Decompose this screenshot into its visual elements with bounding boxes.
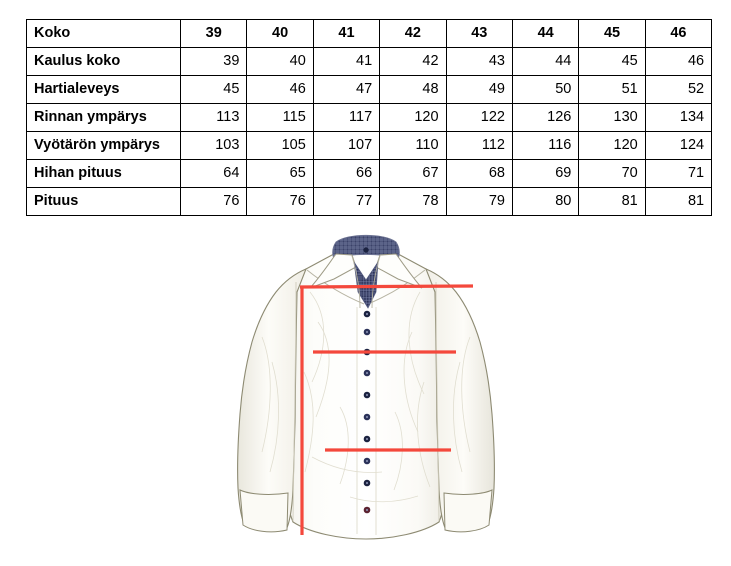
table-header-row: Koko 39 40 41 42 43 44 45 46: [26, 19, 713, 48]
table-cell: 78: [379, 187, 447, 216]
column-header-size: 45: [578, 19, 646, 48]
table-cell: 76: [246, 187, 314, 216]
collar-button: [363, 247, 369, 253]
table-cell: 113: [179, 103, 248, 132]
measurement-guides: [299, 284, 474, 535]
column-header-size: 46: [644, 19, 713, 48]
shirt-body: [237, 243, 495, 540]
table-cell: 77: [312, 187, 381, 216]
row-label: Hartialeveys: [26, 75, 181, 104]
table-cell: 120: [578, 131, 646, 160]
table-cell: 66: [312, 159, 381, 188]
table-cell: 39: [179, 47, 248, 76]
table-cell: 67: [379, 159, 447, 188]
collar-blade-left: [309, 253, 357, 289]
table-cell: 81: [578, 187, 646, 216]
armhole-seam-left: [292, 281, 297, 522]
table-cell: 48: [379, 75, 447, 104]
table-cell: 64: [179, 159, 248, 188]
table-corner-label: Koko: [26, 19, 181, 48]
table-row: Rinnan ympärys 113 115 117 120 122 126 1…: [26, 103, 713, 132]
table-cell: 71: [644, 159, 713, 188]
table-cell: 43: [445, 47, 513, 76]
column-header-size: 43: [445, 19, 513, 48]
table-cell: 46: [246, 75, 314, 104]
size-table: Koko 39 40 41 42 43 44 45 46 Kaulus koko…: [26, 19, 713, 216]
table-cell: 124: [644, 131, 713, 160]
table-cell: 115: [246, 103, 314, 132]
row-label: Pituus: [26, 187, 181, 216]
table-cell: 105: [246, 131, 314, 160]
table-cell: 50: [511, 75, 580, 104]
table-cell: 80: [511, 187, 580, 216]
collar-fold-right: [371, 255, 381, 309]
column-header-size: 42: [379, 19, 447, 48]
table-row: Hartialeveys 45 46 47 48 49 50 51 52: [26, 75, 713, 104]
collar-blade-right: [375, 253, 423, 289]
table-cell: 79: [445, 187, 513, 216]
row-label: Rinnan ympärys: [26, 103, 181, 132]
size-chart: Koko 39 40 41 42 43 44 45 46 Kaulus koko…: [26, 19, 713, 216]
table-cell: 130: [578, 103, 646, 132]
table-cell: 120: [379, 103, 447, 132]
shirt-cuff-left: [239, 489, 289, 533]
row-label: Hihan pituus: [26, 159, 181, 188]
armhole-seam-right: [435, 281, 440, 522]
table-cell: 126: [511, 103, 580, 132]
shirt-measurement-diagram: [0, 222, 731, 566]
table-cell: 68: [445, 159, 513, 188]
shirt-collar: [309, 234, 423, 309]
table-row: Vyötärön ympärys 103 105 107 110 112 116…: [26, 131, 713, 160]
table-cell: 65: [246, 159, 314, 188]
table-cell: 112: [445, 131, 513, 160]
table-cell: 41: [312, 47, 381, 76]
table-cell: 49: [445, 75, 513, 104]
shirt-cuff-right: [443, 489, 493, 533]
row-label: Vyötärön ympärys: [26, 131, 181, 160]
column-header-size: 40: [246, 19, 314, 48]
table-cell: 42: [379, 47, 447, 76]
table-cell: 103: [179, 131, 248, 160]
table-cell: 107: [312, 131, 381, 160]
shoulder-width-line: [299, 284, 474, 289]
table-cell: 117: [312, 103, 381, 132]
table-cell: 46: [644, 47, 713, 76]
button-placket: [356, 307, 377, 535]
table-row: Kaulus koko 39 40 41 42 43 44 45 46: [26, 47, 713, 76]
table-cell: 122: [445, 103, 513, 132]
table-cell: 45: [578, 47, 646, 76]
table-cell: 40: [246, 47, 314, 76]
table-cell: 45: [179, 75, 248, 104]
table-cell: 70: [578, 159, 646, 188]
table-cell: 110: [379, 131, 447, 160]
table-cell: 51: [578, 75, 646, 104]
table-cell: 81: [644, 187, 713, 216]
table-cell: 76: [179, 187, 248, 216]
column-header-size: 39: [179, 19, 248, 48]
table-cell: 116: [511, 131, 580, 160]
row-label: Kaulus koko: [26, 47, 181, 76]
shirt-illustration: [237, 234, 495, 540]
column-header-size: 41: [312, 19, 381, 48]
table-row: Pituus 76 76 77 78 79 80 81 81: [26, 187, 713, 216]
table-cell: 52: [644, 75, 713, 104]
table-cell: 47: [312, 75, 381, 104]
column-header-size: 44: [511, 19, 580, 48]
table-cell: 69: [511, 159, 580, 188]
table-row: Hihan pituus 64 65 66 67 68 69 70 71: [26, 159, 713, 188]
table-cell: 134: [644, 103, 713, 132]
collar-fold-left: [351, 255, 361, 309]
table-cell: 44: [511, 47, 580, 76]
